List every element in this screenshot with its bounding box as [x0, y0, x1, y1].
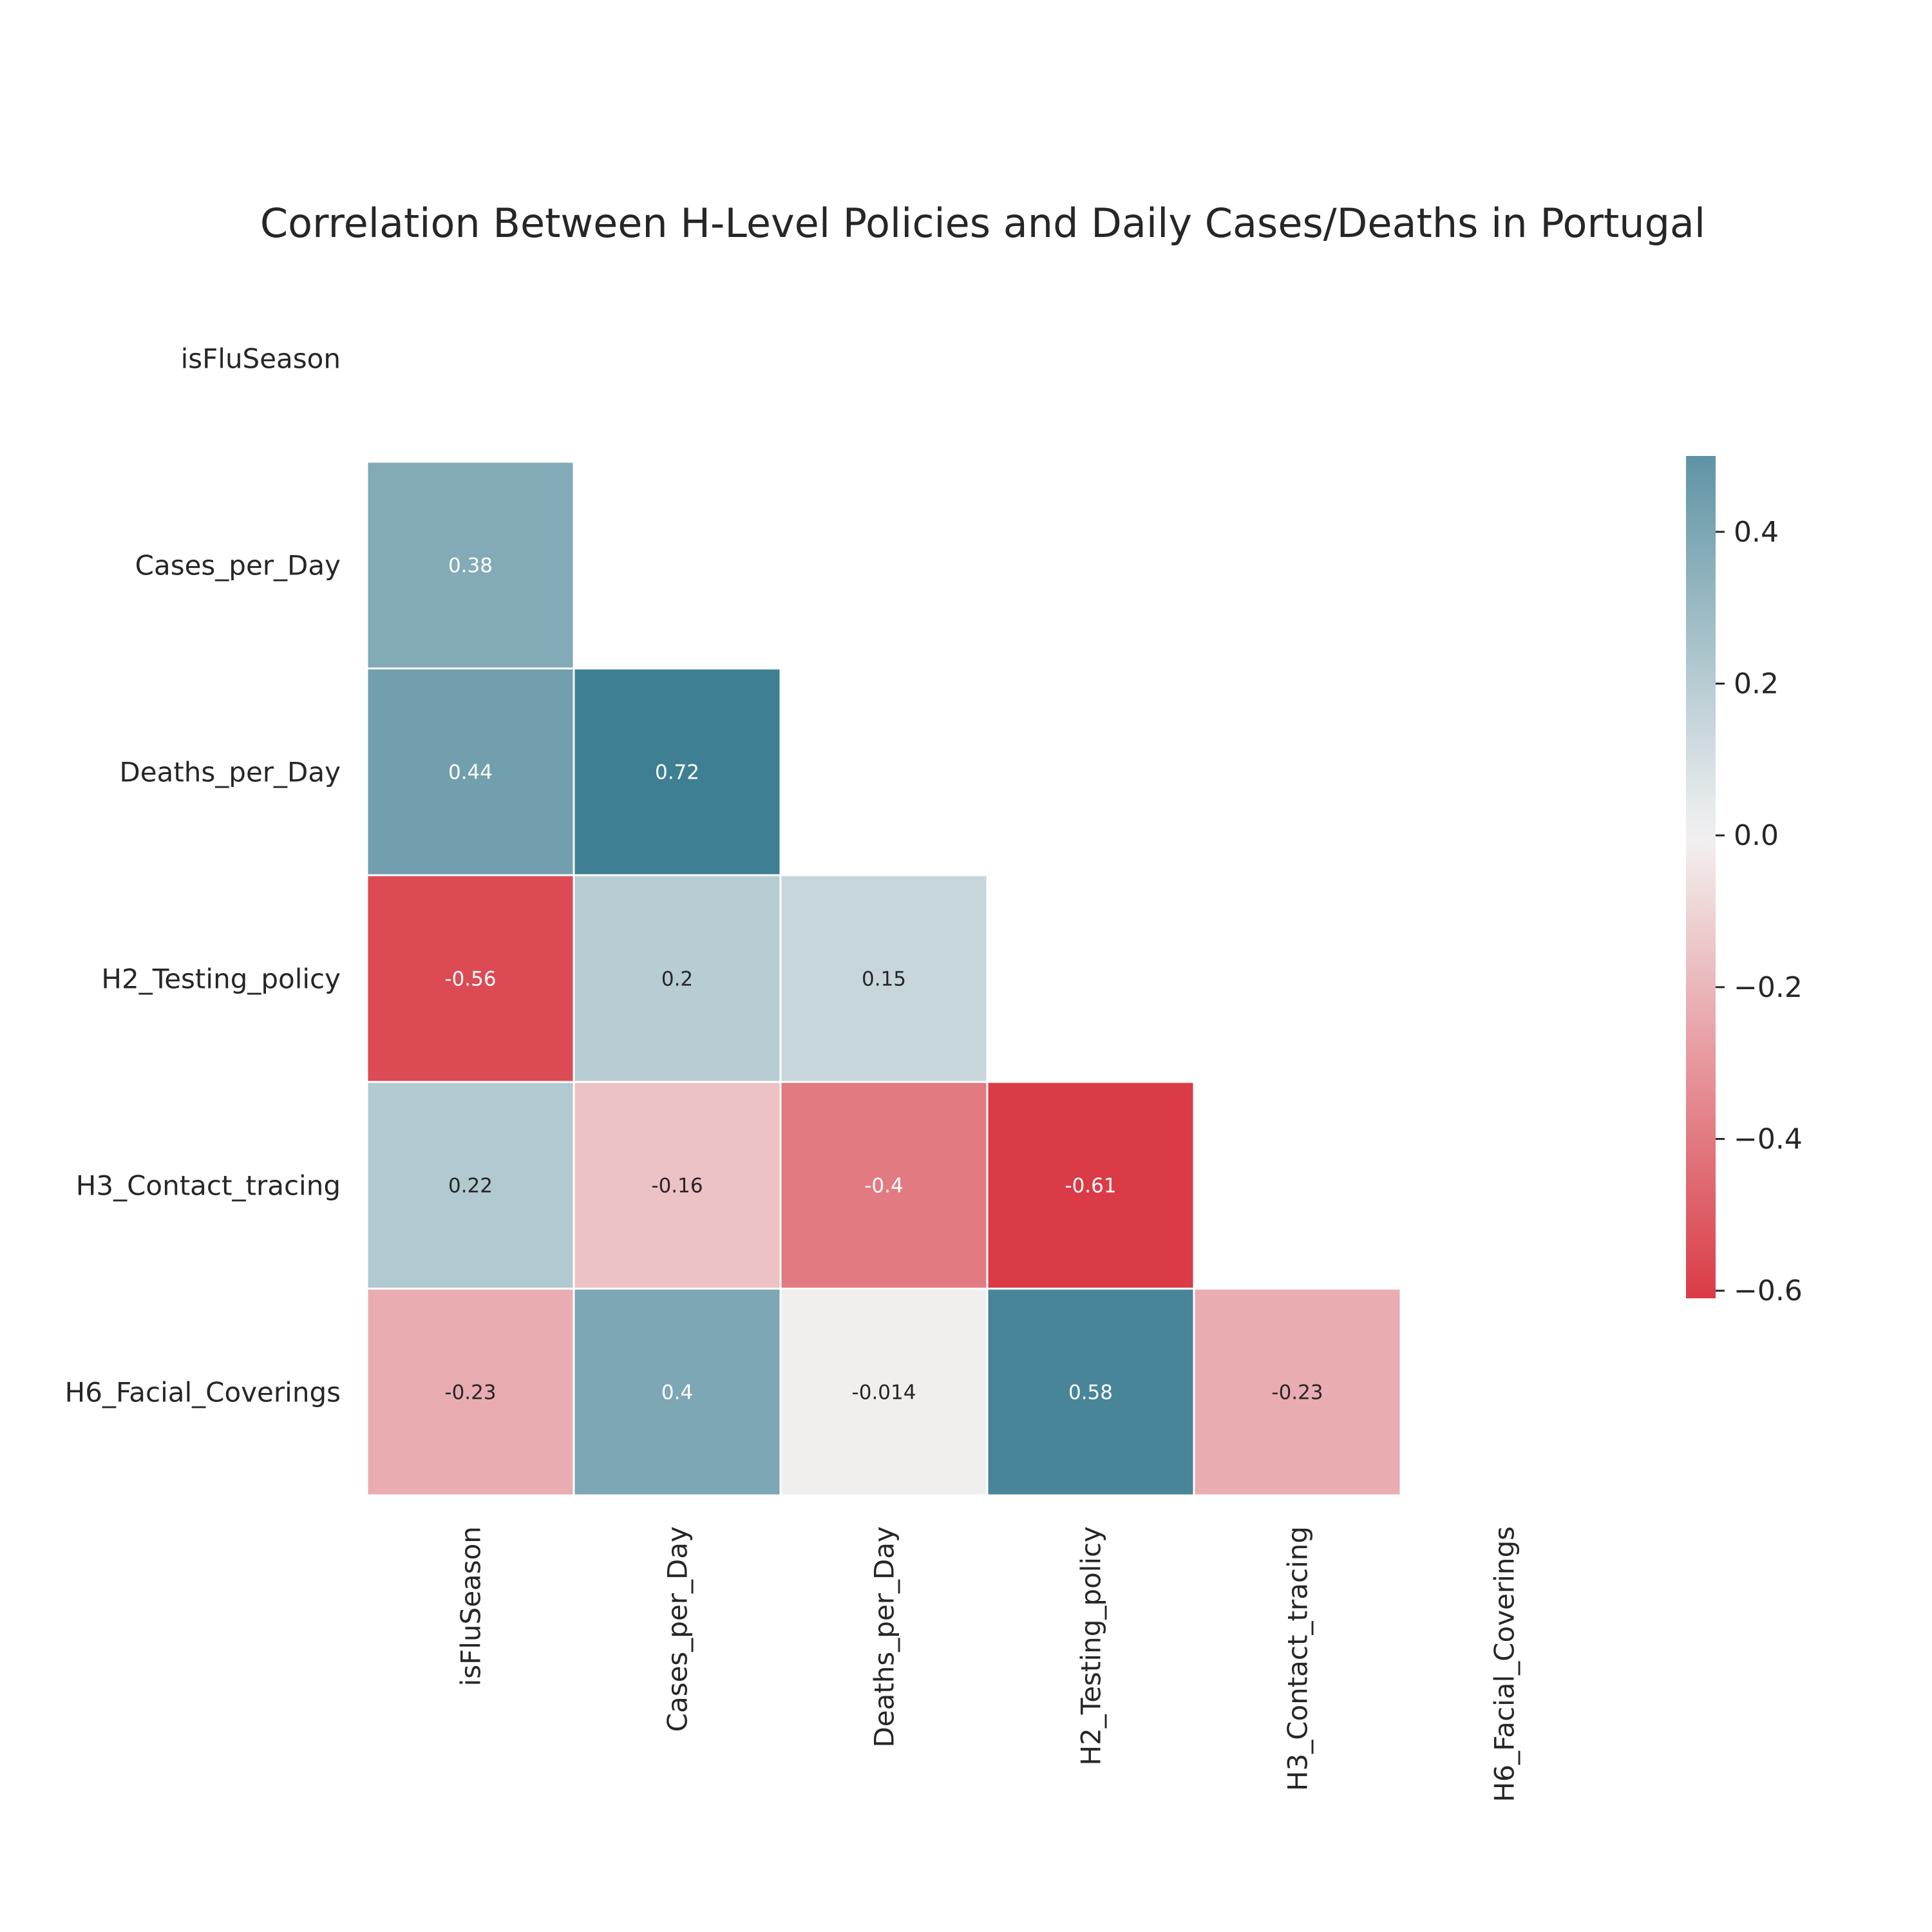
heatmap-cell-2-1	[573, 667, 782, 876]
colorbar-tick-label-5: −0.6	[1734, 1274, 1803, 1307]
cell-annotation-3-0: -0.56	[444, 968, 496, 991]
heatmap-cell-5-2	[779, 1287, 989, 1497]
heatmap-cell-5-3	[986, 1287, 1195, 1497]
row-label-0: isFluSeason	[181, 343, 341, 375]
chart-title: Correlation Between H-Level Policies and…	[260, 200, 1705, 247]
heatmap-cell-1-0	[366, 460, 575, 670]
colorbar-tick-label-4: −0.4	[1734, 1123, 1803, 1156]
colorbar-tick-label-2: 0.0	[1734, 819, 1779, 852]
cell-annotation-4-2: -0.4	[864, 1175, 904, 1198]
colorbar: 0.4 0.2 0.0 −0.2 −0.4 −0.6	[1686, 456, 1803, 1307]
heatmap-cell-3-1	[573, 874, 782, 1083]
cell-annotation-4-0: 0.22	[448, 1175, 493, 1198]
row-label-4: H3_Contact_tracing	[76, 1170, 341, 1202]
cell-annotation-4-3: -0.61	[1065, 1175, 1116, 1198]
col-label-1: Cases_per_Day	[662, 1526, 694, 1732]
heatmap-cell-5-4	[1193, 1287, 1402, 1497]
heatmap-cells	[366, 460, 1402, 1497]
col-label-5: H6_Facial_Coverings	[1489, 1526, 1520, 1802]
heatmap-cell-4-1	[573, 1081, 782, 1290]
colorbar-gradient	[1686, 456, 1716, 1298]
cell-annotation-5-3: 0.58	[1068, 1381, 1113, 1405]
cell-annotation-3-1: 0.2	[661, 968, 693, 991]
col-label-2: Deaths_per_Day	[869, 1526, 900, 1748]
col-labels: isFluSeason Cases_per_Day Deaths_per_Day H2…	[455, 1526, 1520, 1802]
heatmap-cell-5-1	[573, 1287, 782, 1497]
colorbar-tick-label-0: 0.4	[1734, 516, 1779, 549]
heatmap-cell-2-0	[366, 667, 575, 876]
cell-annotation-5-2: -0.014	[852, 1381, 916, 1405]
heatmap-cell-4-3	[986, 1081, 1195, 1290]
col-label-0: isFluSeason	[455, 1526, 487, 1686]
cell-annotation-2-0: 0.44	[448, 761, 493, 784]
row-label-5: H6_Facial_Coverings	[65, 1377, 341, 1408]
heatmap-annotations: 0.38 0.44 0.72 -0.56 0.2 0.15 0.22 -0.16 -0.4 -0.…	[444, 554, 1323, 1405]
col-label-4: H3_Contact_tracing	[1282, 1526, 1314, 1791]
cell-annotation-5-1: 0.4	[661, 1381, 693, 1405]
heatmap-cell-3-0	[366, 874, 575, 1083]
cell-annotation-3-2: 0.15	[862, 968, 906, 991]
col-label-3: H2_Testing_policy	[1075, 1526, 1107, 1766]
cell-annotation-2-1: 0.72	[655, 761, 699, 784]
heatmap-cell-3-2	[779, 874, 989, 1083]
cell-annotation-4-1: -0.16	[651, 1175, 703, 1198]
cell-annotation-5-4: -0.23	[1271, 1381, 1323, 1405]
cell-annotation-1-0: 0.38	[448, 554, 493, 578]
row-labels: isFluSeason Cases_per_Day Deaths_per_Day H2…	[65, 343, 341, 1408]
colorbar-tick-label-3: −0.2	[1734, 971, 1803, 1004]
cell-annotation-5-0: -0.23	[444, 1381, 496, 1405]
row-label-1: Cases_per_Day	[135, 550, 341, 582]
row-label-2: Deaths_per_Day	[119, 757, 341, 788]
row-label-3: H2_Testing_policy	[101, 963, 341, 995]
colorbar-tick-label-1: 0.2	[1734, 668, 1779, 701]
